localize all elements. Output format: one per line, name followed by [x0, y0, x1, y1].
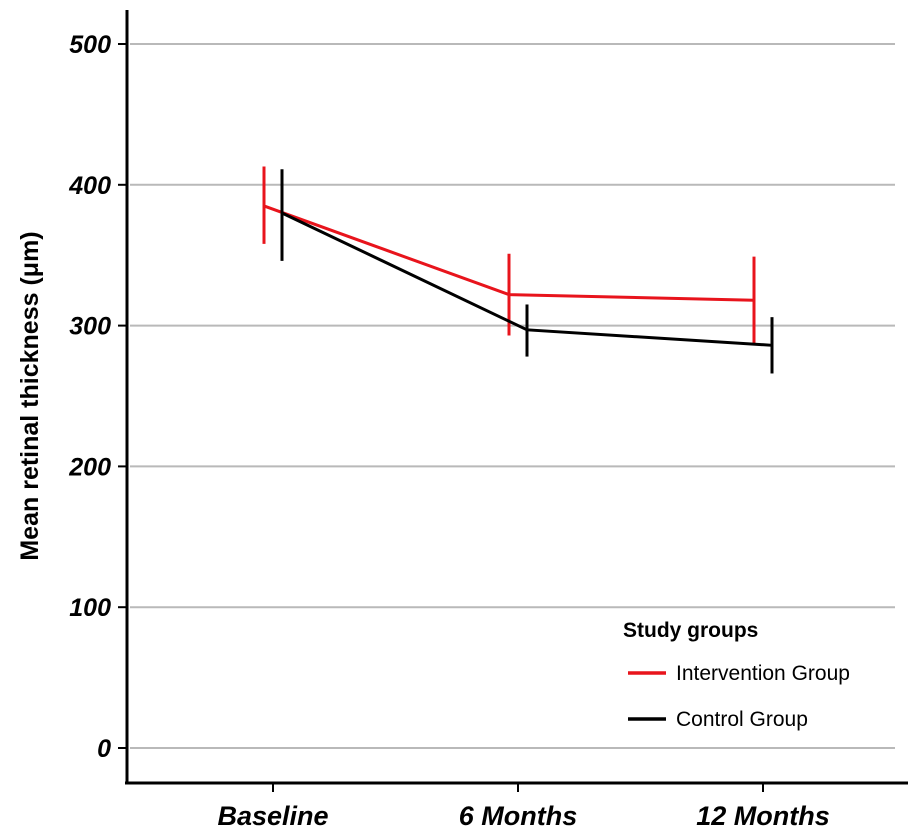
y-tick-label: 100 — [69, 594, 111, 622]
y-axis-label: Mean retinal thickness (μm) — [16, 231, 44, 560]
y-tick-label: 500 — [69, 31, 111, 59]
x-tick-label: 6 Months — [459, 801, 578, 831]
y-tick-label: 400 — [68, 172, 111, 200]
series-control — [280, 169, 774, 374]
legend-label: Intervention Group — [676, 662, 850, 685]
x-tick-label: 12 Months — [696, 801, 830, 831]
legend-label: Control Group — [676, 708, 808, 731]
x-tick-label: Baseline — [217, 801, 328, 831]
y-tick-label: 0 — [97, 735, 111, 763]
legend: Study groups Intervention Group Control G… — [623, 619, 850, 731]
series-intervention — [262, 166, 756, 344]
series-layer — [262, 166, 774, 374]
y-tick-label: 300 — [69, 313, 111, 341]
legend-title: Study groups — [623, 619, 758, 642]
y-axis-ticks: 0 100 200 300 400 500 — [68, 31, 127, 763]
x-axis-ticks: Baseline 6 Months 12 Months — [217, 784, 830, 831]
gridlines — [130, 43, 895, 749]
y-tick-label: 200 — [68, 453, 111, 481]
